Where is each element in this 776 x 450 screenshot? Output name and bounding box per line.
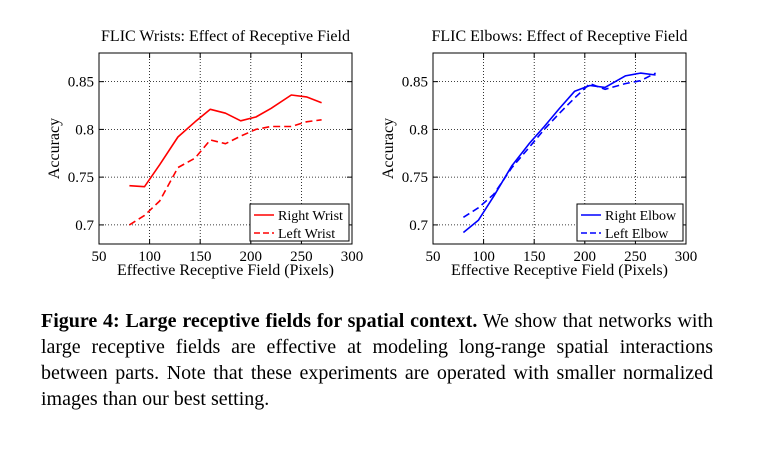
chart1-x-tick-label: 100 [138,249,161,265]
chart2-x-tick-label: 200 [574,249,597,265]
chart2-x-tick-label: 50 [426,249,441,265]
chart1-x-tick-label: 50 [92,249,107,265]
chart2-y-axis-label: Accuracy [380,118,397,179]
chart1-legend-label-1: Right Wrist [278,209,343,224]
chart2-series-2-line [462,72,656,218]
figure-caption: Figure 4: Large receptive fields for spa… [41,308,713,412]
chart1-title: FLIC Wrists: Effect of Receptive Field [101,28,350,45]
chart2-legend-box [576,203,684,242]
chart2-x-tick-label: 150 [523,249,546,265]
chart1-y-axis-label: Accuracy [46,118,63,179]
chart1-x-tick-label: 300 [341,249,364,265]
chart2-legend-label-2: Left Elbow [605,227,669,242]
chart1-y-tick-label: 0.75 [68,170,94,186]
chart2-x-tick-label: 100 [472,249,495,265]
chart2-y-tick-label: 0.85 [402,75,428,91]
chart2-x-tick-label: 300 [675,249,698,265]
chart1-legend-label-2: Left Wrist [278,227,335,242]
chart2-y-tick-label: 0.8 [409,122,428,138]
chart1-plot-frame [98,52,353,245]
chart1-series-2-line [128,119,322,226]
chart2-x-axis-label: Effective Receptive Field (Pixels) [451,262,668,279]
chart1-legend-box [249,203,350,242]
chart2-x-tick-label: 250 [624,249,647,265]
chart1-series-1-line [129,94,322,188]
chart2-plot-frame [432,52,687,245]
chart1-x-tick-label: 250 [290,249,313,265]
chart2-y-tick-label: 0.7 [409,218,428,234]
chart1-y-tick-label: 0.85 [68,75,94,91]
chart2-y-tick-label: 0.75 [402,170,428,186]
chart1-x-tick-label: 150 [189,249,212,265]
chart2-title: FLIC Elbows: Effect of Receptive Field [431,28,687,45]
chart1-y-tick-label: 0.7 [75,218,94,234]
chart1-x-tick-label: 200 [240,249,263,265]
chart2-legend-label-1: Right Elbow [605,209,677,224]
chart2-series-1-line [462,72,656,234]
caption-body: We show that networks with large recepti… [41,310,714,410]
chart1-x-axis-label: Effective Receptive Field (Pixels) [117,262,334,279]
figure-charts: FLIC Wrists: Effect of Receptive Field 50… [46,28,698,279]
caption-lead: Figure 4: Large receptive fields for spa… [41,310,478,332]
chart1-y-tick-label: 0.8 [75,122,94,138]
